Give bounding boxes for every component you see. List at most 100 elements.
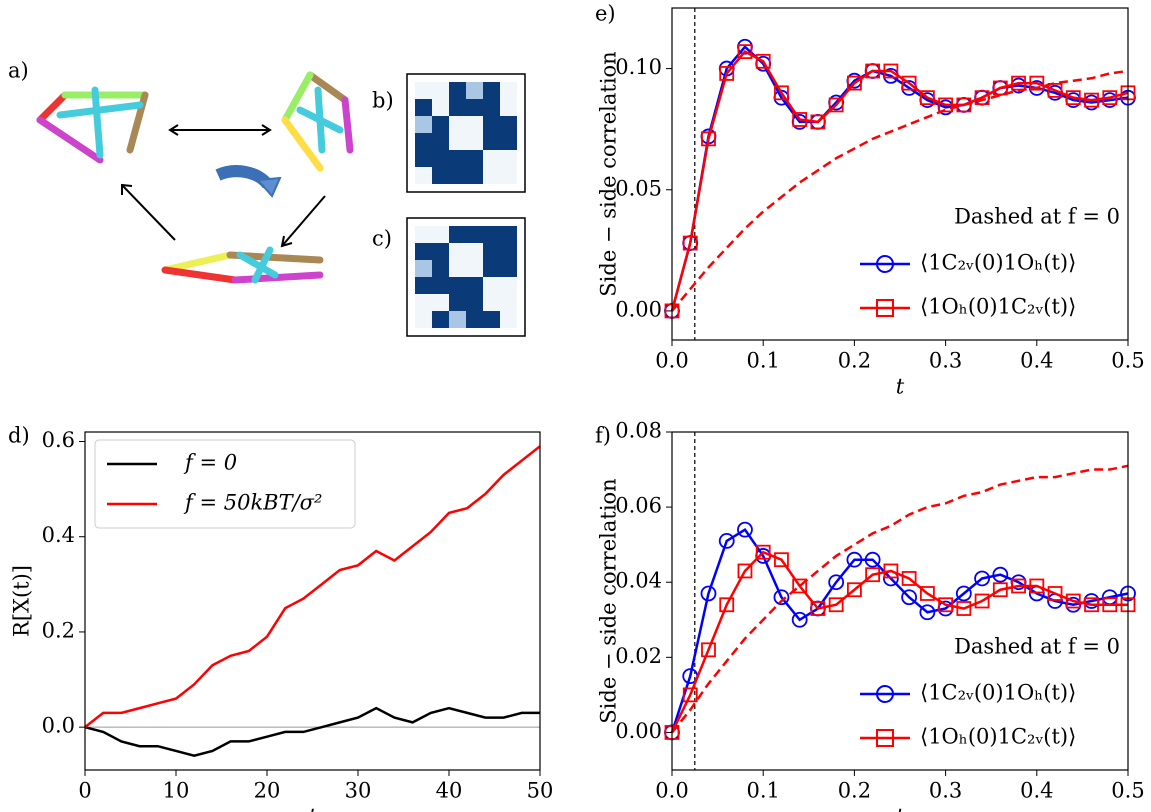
heatmap-cell: [415, 116, 432, 133]
x-tick-label: 0.3: [929, 779, 962, 803]
heatmap-cell: [500, 260, 517, 277]
heatmap-cell: [432, 150, 449, 167]
heatmap-cell: [483, 311, 500, 328]
x-tick-label: 0.1: [746, 349, 779, 373]
x-tick-label: 0.1: [746, 779, 779, 803]
panel-label: a): [8, 59, 29, 83]
x-tick-label: 0.5: [1111, 349, 1144, 373]
x-tick-label: 0.2: [838, 779, 871, 803]
heatmap-cell: [466, 277, 483, 294]
heatmap-cell: [466, 133, 483, 150]
heatmap-cell: [432, 294, 449, 311]
heatmap-cell: [432, 260, 449, 277]
heatmap-cell: [432, 277, 449, 294]
heatmap-cell: [466, 150, 483, 167]
heatmap-cell: [415, 311, 432, 328]
heatmap-cell: [449, 116, 466, 133]
heatmap-cell: [466, 167, 483, 184]
heatmap-cell: [483, 150, 500, 167]
heatmap-cell: [466, 116, 483, 133]
x-tick-label: 20: [254, 779, 281, 803]
x-axis-label: t: [308, 805, 317, 812]
x-tick-label: 0.2: [838, 349, 871, 373]
y-tick-label: 0.02: [615, 644, 662, 668]
heatmap-cell: [466, 260, 483, 277]
heatmap-cell: [483, 243, 500, 260]
heatmap-cell: [415, 150, 432, 167]
heatmap-cell: [466, 243, 483, 260]
annotation: Dashed at f = 0: [954, 205, 1120, 229]
legend-label: f = 0: [183, 451, 237, 475]
heatmap-cell: [449, 260, 466, 277]
heatmap-cell: [415, 167, 432, 184]
legend-label: ⟨1Oₕ(0)1C₂ᵥ(t)⟩: [920, 725, 1076, 749]
y-tick-label: 0.05: [615, 176, 662, 200]
y-axis-label: R[X(t)]: [10, 565, 34, 637]
y-tick-label: 0.04: [615, 569, 662, 593]
heatmap-cell: [466, 311, 483, 328]
heatmap-cell: [466, 99, 483, 116]
x-axis-label: t: [896, 375, 905, 399]
heatmap-cell: [415, 243, 432, 260]
heatmap-cell: [500, 243, 517, 260]
y-tick-label: 0.10: [615, 55, 662, 79]
molecule-diagram: [40, 75, 350, 280]
heatmap-cell: [483, 260, 500, 277]
heatmap-cell: [483, 82, 500, 99]
y-tick-label: 0.2: [42, 618, 75, 642]
heatmap-cell: [449, 99, 466, 116]
x-tick-label: 50: [527, 779, 554, 803]
x-tick-label: 0.3: [929, 349, 962, 373]
y-tick-label: 0.0: [42, 714, 75, 738]
heatmap-cell: [483, 99, 500, 116]
heatmap-cell: [466, 294, 483, 311]
heatmap-cell: [449, 226, 466, 243]
heatmap-cell: [415, 133, 432, 150]
heatmap-cell: [500, 311, 517, 328]
heatmap-cell: [500, 116, 517, 133]
heatmap-cell: [432, 311, 449, 328]
heatmap-cell: [415, 277, 432, 294]
heatmap-cell: [432, 99, 449, 116]
x-tick-label: 0.0: [655, 349, 688, 373]
heatmap-cell: [466, 82, 483, 99]
heatmap-cell: [500, 82, 517, 99]
y-tick-label: 0.08: [615, 419, 662, 443]
heatmap-cell: [432, 82, 449, 99]
legend-label: ⟨1C₂ᵥ(0)1Oₕ(t)⟩: [920, 251, 1076, 275]
heatmap-cell: [432, 133, 449, 150]
annotation: Dashed at f = 0: [954, 635, 1120, 659]
heatmap-cell: [449, 294, 466, 311]
heatmap-cell: [449, 311, 466, 328]
figure: a) b) c) d)010203040500.00.20.40.6tR[X(t…: [0, 0, 1151, 812]
y-tick-label: 0.6: [42, 428, 75, 452]
x-tick-label: 10: [163, 779, 190, 803]
x-tick-label: 0.0: [655, 779, 688, 803]
heatmap-cell: [483, 294, 500, 311]
panel-label: b): [372, 89, 394, 113]
y-tick-label: 0.00: [615, 719, 662, 743]
heatmap-cell: [432, 226, 449, 243]
heatmap-cell: [483, 277, 500, 294]
x-tick-label: 30: [345, 779, 372, 803]
series-line: [672, 71, 1128, 311]
series-line: [85, 708, 540, 756]
heatmap-cell: [449, 277, 466, 294]
y-tick-label: 0.00: [615, 297, 662, 321]
heatmap-cell: [500, 99, 517, 116]
arrows: [122, 125, 325, 246]
y-tick-label: 0.4: [42, 523, 75, 547]
heatmap-cell: [500, 167, 517, 184]
heatmap-cell: [483, 116, 500, 133]
heatmap-cell: [415, 260, 432, 277]
x-axis-label: t: [896, 805, 905, 812]
heatmap-cell: [500, 150, 517, 167]
heatmap-cell: [415, 226, 432, 243]
heatmaps: [407, 74, 525, 336]
heatmap-cell: [432, 243, 449, 260]
x-tick-label: 0.4: [1020, 349, 1053, 373]
legend-label: ⟨1C₂ᵥ(0)1Oₕ(t)⟩: [920, 681, 1076, 705]
heatmap-cell: [449, 150, 466, 167]
heatmap-cell: [449, 133, 466, 150]
panel-label: e): [595, 2, 616, 26]
